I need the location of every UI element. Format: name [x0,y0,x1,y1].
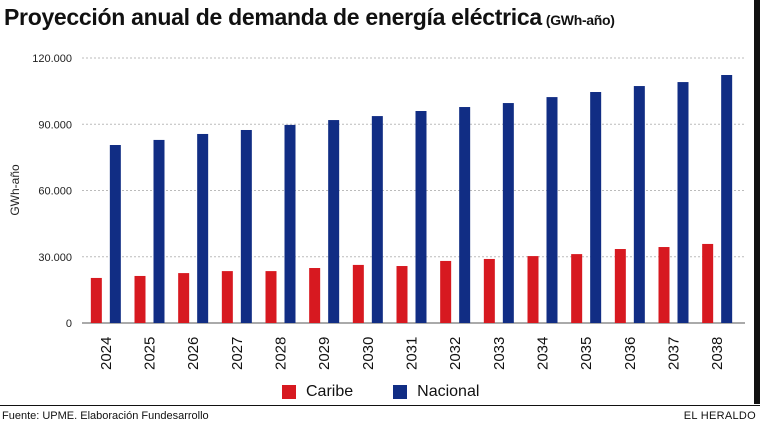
bar-caribe-2035 [571,254,583,323]
bar-nacional-2029 [328,120,340,323]
bar-caribe-2028 [265,271,277,323]
bar-nacional-2037 [677,82,689,323]
legend-item-nacional: Nacional [393,383,479,401]
legend-swatch-caribe [282,385,296,399]
legend-label: Caribe [306,383,354,400]
bar-caribe-2027 [221,271,233,323]
chart-title: Proyección anual de demanda de energía e… [4,4,615,31]
y-axis-label: GWh-año [8,164,22,216]
bar-caribe-2026 [178,273,190,323]
x-tick-label: 2028 [273,337,290,370]
y-tick-label: 60.000 [38,186,72,198]
title-text: Proyección anual de demanda de energía e… [4,4,542,30]
legend-item-caribe: Caribe [282,383,353,401]
x-tick-label: 2034 [535,337,552,370]
bar-nacional-2035 [590,92,602,323]
bar-caribe-2033 [483,258,495,323]
bar-caribe-2031 [396,266,408,323]
source-note: Fuente: UPME. Elaboración Fundesarrollo [2,410,209,422]
bar-chart: 0 30.000 60.000 90.000 120.000 GWh-año 2024 202… [8,53,745,370]
bar-nacional-2031 [415,111,427,323]
bar-nacional-2027 [240,129,252,323]
bar-nacional-2028 [284,124,296,323]
title-unit: (GWh-año) [545,12,615,28]
x-tick-label: 2030 [360,337,377,370]
x-tick-label: 2033 [491,337,508,370]
footer-divider [0,405,760,406]
x-tick-label: 2032 [447,337,464,370]
x-tick-label: 2026 [185,337,202,370]
bar-nacional-2036 [633,86,645,323]
legend-label: Nacional [417,383,480,400]
x-tick-label: 2027 [229,337,246,370]
y-tick-label: 90.000 [38,119,72,131]
bar-caribe-2034 [527,256,539,323]
frame-border [754,0,760,404]
x-tick-label: 2035 [578,337,595,370]
legend: Caribe Nacional [282,383,479,401]
bar-caribe-2024 [90,277,102,323]
x-tick-label: 2031 [404,337,421,370]
y-tick-label: 30.000 [38,252,72,264]
bar-caribe-2036 [614,249,626,323]
bar-caribe-2029 [309,268,321,323]
bar-nacional-2034 [546,97,558,324]
y-tick-label: 0 [66,318,72,330]
x-tick-label: 2025 [142,337,159,370]
bar-caribe-2032 [440,260,452,323]
legend-swatch-nacional [393,385,408,399]
x-tick-label: 2038 [709,337,726,370]
brand-logo: EL HERALDO [683,410,756,422]
x-tick-label: 2036 [622,337,639,370]
bar-nacional-2038 [721,75,733,323]
x-tick-label: 2029 [316,337,333,370]
bar-caribe-2025 [134,275,146,323]
bar-nacional-2024 [109,145,121,323]
x-tick-label: 2024 [98,337,115,370]
bar-nacional-2030 [371,116,383,324]
bar-nacional-2033 [502,103,514,323]
bar-nacional-2025 [153,139,165,323]
bar-nacional-2026 [197,133,209,323]
bar-nacional-2032 [459,107,471,324]
bar-caribe-2037 [658,247,670,323]
bar-caribe-2038 [702,243,714,323]
x-tick-label: 2037 [666,337,683,370]
bar-caribe-2030 [352,264,364,323]
y-tick-label: 120.000 [32,53,72,65]
